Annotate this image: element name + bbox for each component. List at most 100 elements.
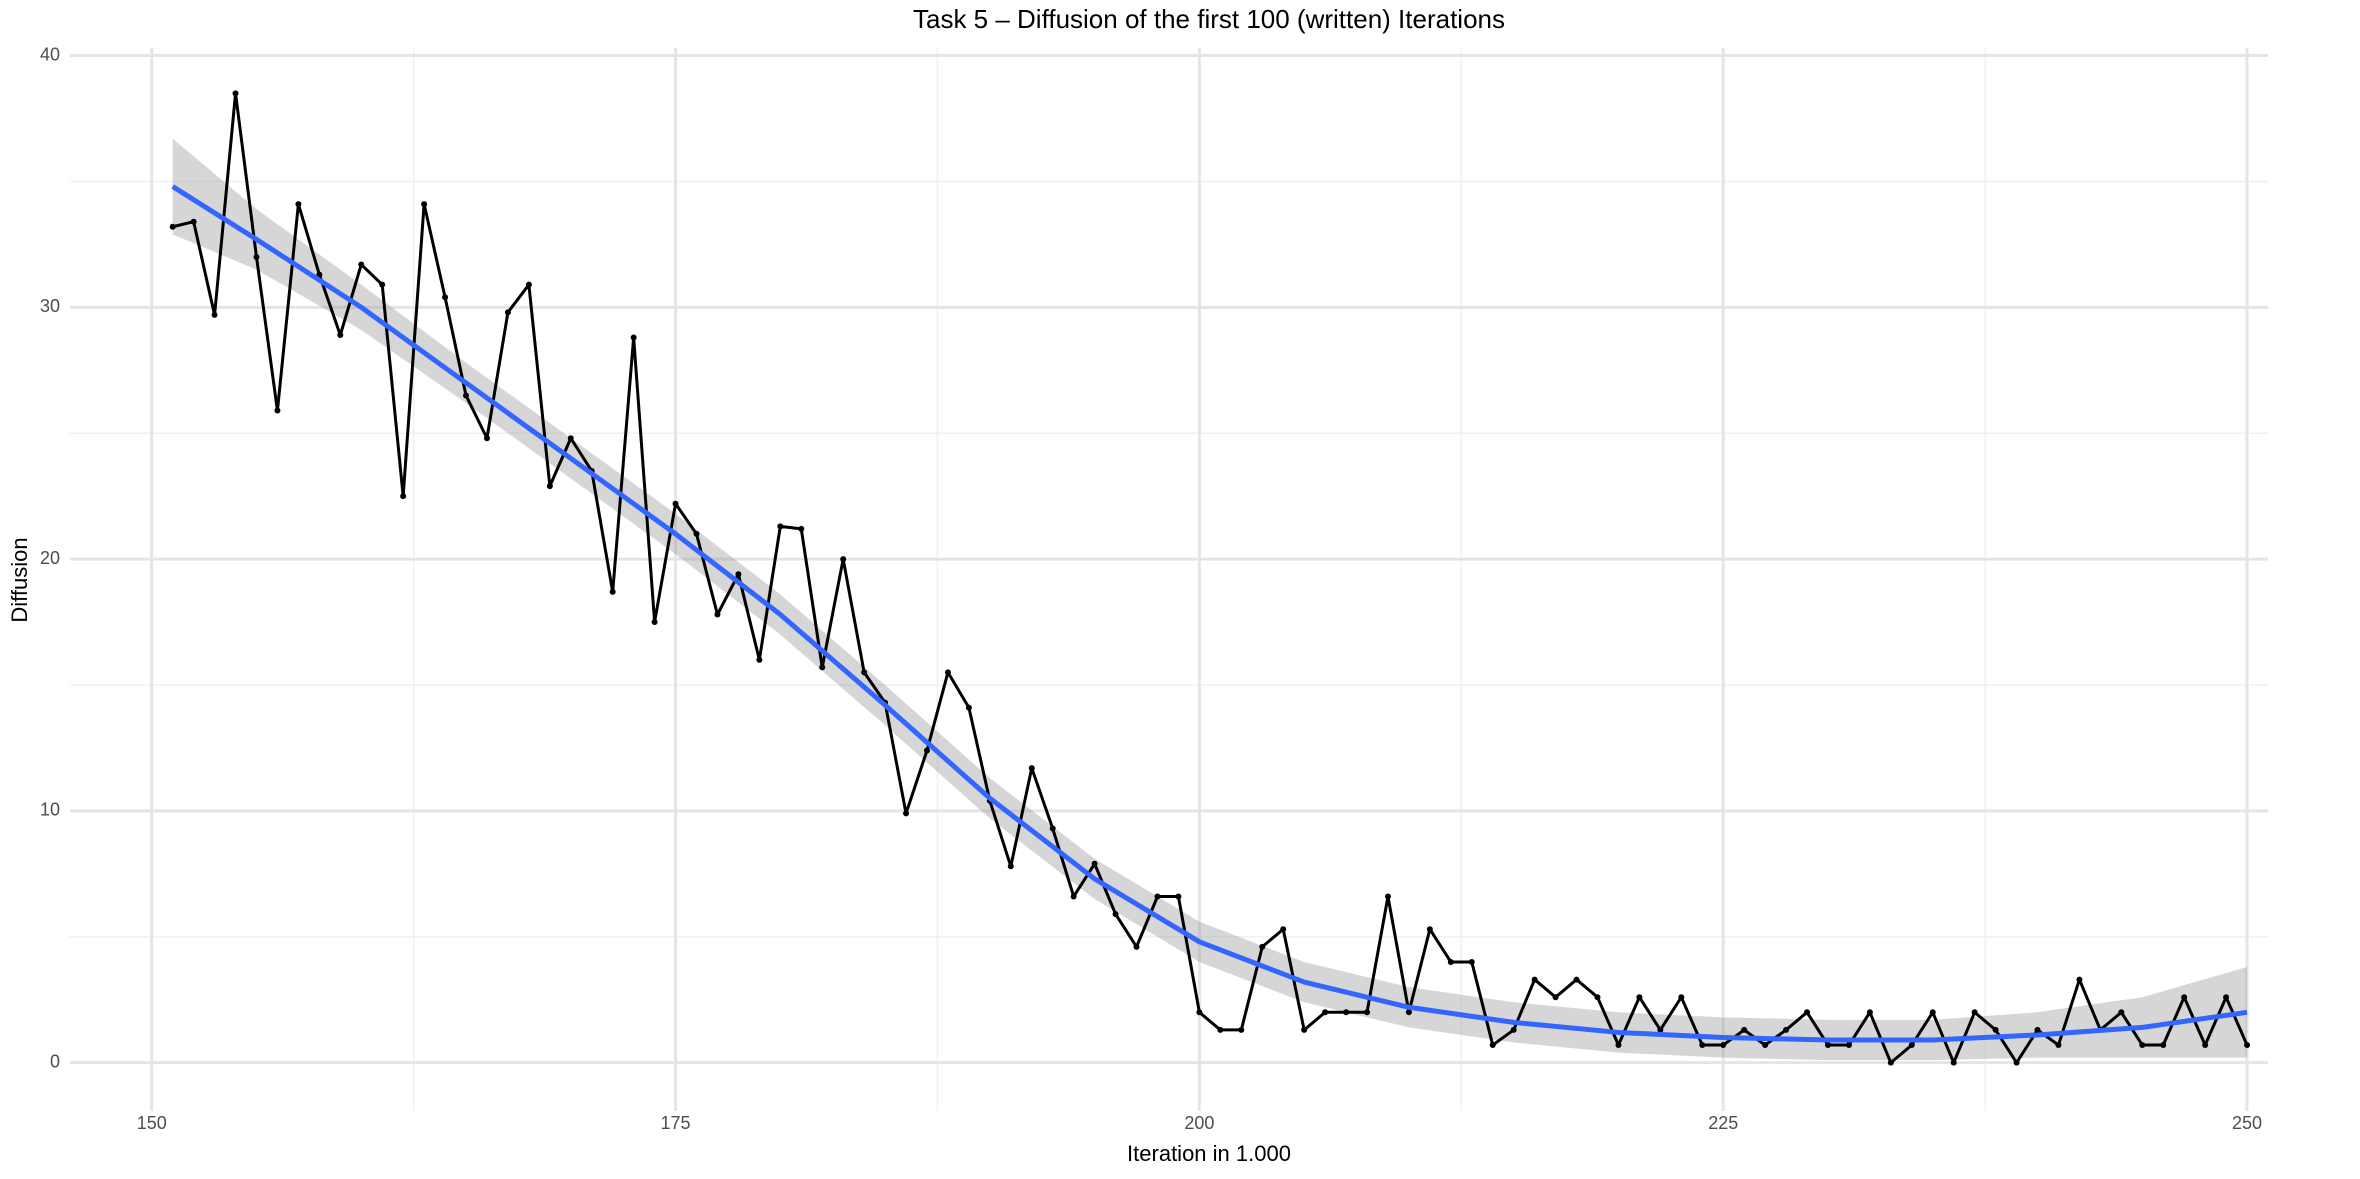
data-point	[2055, 1042, 2062, 1049]
confidence-band	[172, 138, 2248, 1061]
data-point	[1091, 860, 1098, 867]
data-point	[1384, 893, 1391, 900]
data-point	[316, 271, 323, 278]
data-point	[1762, 1042, 1769, 1049]
data-point	[819, 664, 826, 671]
data-point	[169, 223, 176, 230]
data-point	[1741, 1026, 1748, 1033]
data-point	[1426, 926, 1433, 933]
data-point	[1007, 863, 1014, 870]
data-point	[714, 611, 721, 618]
data-point	[1887, 1059, 1894, 1066]
data-point	[546, 483, 553, 490]
x-axis-title: Iteration in 1.000	[1127, 1141, 1291, 1166]
data-point	[400, 493, 407, 500]
y-tick-label: 30	[40, 296, 60, 316]
data-point	[2013, 1059, 2020, 1066]
data-point	[1531, 976, 1538, 983]
data-point	[1238, 1026, 1245, 1033]
chart-title: Task 5 – Diffusion of the first 100 (wri…	[913, 4, 1505, 34]
data-point	[1615, 1042, 1622, 1049]
data-point	[1845, 1042, 1852, 1049]
data-point	[1196, 1009, 1203, 1016]
data-point	[2202, 1042, 2209, 1049]
data-point	[1908, 1042, 1915, 1049]
data-point	[1217, 1026, 1224, 1033]
data-point	[735, 571, 742, 578]
data-point	[1950, 1059, 1957, 1066]
data-point	[2181, 994, 2188, 1001]
data-point	[1657, 1026, 1664, 1033]
data-point	[1468, 958, 1475, 965]
data-point	[1343, 1009, 1350, 1016]
data-point	[944, 669, 951, 676]
data-point	[1678, 994, 1685, 1001]
data-point	[2160, 1042, 2167, 1049]
data-point	[1804, 1009, 1811, 1016]
data-point	[1573, 976, 1580, 983]
data-point	[923, 747, 930, 754]
data-point	[756, 656, 763, 663]
x-tick-label: 175	[661, 1113, 691, 1133]
data-point	[1824, 1042, 1831, 1049]
data-point	[965, 704, 972, 711]
data-point	[1866, 1009, 1873, 1016]
data-point	[421, 201, 428, 208]
data-point	[2076, 976, 2083, 983]
data-point	[1992, 1026, 1999, 1033]
y-tick-label: 40	[40, 44, 60, 64]
data-point	[337, 332, 344, 339]
data-point	[211, 311, 218, 318]
data-point	[1447, 958, 1454, 965]
data-point	[777, 523, 784, 530]
data-point	[2034, 1026, 2041, 1033]
data-point	[1322, 1009, 1329, 1016]
y-tick-label: 0	[50, 1051, 60, 1071]
data-point	[1552, 994, 1559, 1001]
data-point	[463, 392, 470, 399]
y-axis-title: Diffusion	[7, 537, 32, 622]
data-point	[1636, 994, 1643, 1001]
data-point	[232, 90, 239, 97]
data-point	[2139, 1042, 2146, 1049]
data-point	[2223, 994, 2230, 1001]
data-point	[1175, 893, 1182, 900]
data-point	[1720, 1042, 1727, 1049]
data-point	[1280, 926, 1287, 933]
data-point	[630, 334, 637, 341]
smooth-line	[171, 184, 2248, 1043]
data-point	[798, 525, 805, 532]
data-point	[1049, 825, 1056, 832]
data-point	[358, 261, 365, 268]
x-tick-label: 250	[2232, 1113, 2262, 1133]
data-point	[1301, 1026, 1308, 1033]
data-point	[609, 588, 616, 595]
x-tick-label: 225	[1708, 1113, 1738, 1133]
data-point	[379, 281, 386, 288]
data-point	[1971, 1009, 1978, 1016]
data-point	[1364, 1009, 1371, 1016]
data-point	[2118, 1009, 2125, 1016]
data-point	[1028, 765, 1035, 772]
data-point	[1594, 994, 1601, 1001]
data-point	[1405, 1009, 1412, 1016]
data-point	[2244, 1042, 2251, 1049]
data-point	[567, 435, 574, 442]
data-line	[172, 91, 2249, 1065]
data-point	[1929, 1009, 1936, 1016]
data-point	[1783, 1026, 1790, 1033]
data-point	[903, 810, 910, 817]
data-point	[253, 253, 260, 260]
x-tick-label: 150	[137, 1113, 167, 1133]
data-point	[274, 407, 281, 414]
data-point	[1259, 943, 1266, 950]
data-point	[1510, 1026, 1517, 1033]
data-point	[651, 619, 658, 626]
data-point	[190, 218, 197, 225]
data-point	[861, 669, 868, 676]
data-point	[1489, 1042, 1496, 1049]
data-point	[1699, 1042, 1706, 1049]
data-point	[504, 309, 511, 316]
data-point	[672, 500, 679, 507]
